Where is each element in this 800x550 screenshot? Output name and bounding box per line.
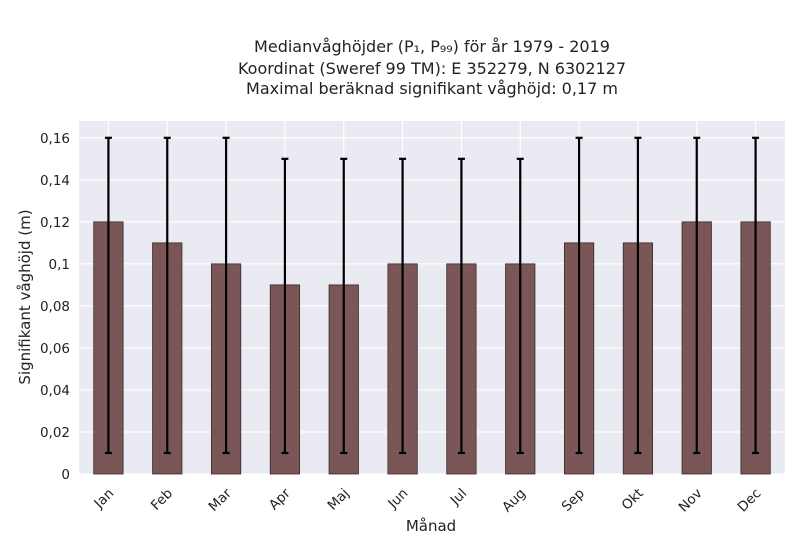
error-bars — [104, 136, 760, 455]
x-tick-label: Okt — [619, 486, 647, 514]
error-bar-jun — [399, 157, 407, 455]
x-tick-label: Apr — [266, 485, 294, 513]
error-bar-okt — [634, 136, 642, 455]
title-line-1: Medianvåghöjder (P₁, P₉₉) för år 1979 - … — [254, 37, 610, 56]
y-tick-label: 0,02 — [40, 425, 70, 441]
y-tick-label: 0,14 — [40, 173, 70, 189]
title-line-2: Koordinat (Sweref 99 TM): E 352279, N 63… — [238, 59, 626, 78]
y-tick-label: 0 — [61, 467, 70, 483]
x-tick-label: Aug — [499, 486, 529, 516]
error-bar-jul — [457, 157, 465, 455]
title-line-3: Maximal beräknad signifikant våghöjd: 0,… — [246, 79, 618, 98]
x-tick-label: Maj — [325, 486, 353, 514]
x-tick-label: Jul — [447, 486, 471, 510]
y-axis-label: Signifikant våghöjd (m) — [16, 209, 34, 384]
y-tick-label: 0,1 — [49, 257, 70, 273]
x-tick-label: Jan — [91, 486, 118, 513]
error-bar-jan — [104, 136, 112, 455]
x-axis-ticks: Jan Feb Mar Apr Maj Jun Jul Aug Sep Okt Nov Dec — [91, 485, 765, 515]
x-tick-label: Nov — [676, 486, 706, 516]
plot-area — [79, 121, 785, 474]
y-tick-label: 0,08 — [40, 299, 70, 315]
error-bar-apr — [281, 157, 289, 455]
y-tick-label: 0,06 — [40, 341, 70, 357]
y-tick-label: 0,16 — [40, 131, 70, 147]
error-bar-nov — [693, 136, 701, 455]
y-tick-label: 0,04 — [40, 383, 70, 399]
error-bar-feb — [163, 136, 171, 455]
error-bar-sep — [575, 136, 583, 455]
y-tick-label: 0,12 — [40, 215, 70, 231]
x-axis-label: Månad — [406, 517, 456, 535]
error-bar-maj — [340, 157, 348, 455]
error-bar-mar — [222, 136, 230, 455]
x-tick-label: Mar — [206, 485, 236, 515]
x-tick-label: Feb — [148, 486, 176, 514]
x-tick-label: Sep — [559, 486, 588, 515]
chart-title: Medianvåghöjder (P₁, P₉₉) för år 1979 - … — [238, 37, 626, 98]
error-bar-dec — [752, 136, 760, 455]
error-bar-aug — [516, 157, 524, 455]
x-tick-label: Jun — [384, 486, 411, 513]
y-axis-ticks: 0 0,02 0,04 0,06 0,08 0,1 0,12 0,14 0,16 — [40, 131, 70, 483]
x-tick-label: Dec — [735, 486, 765, 516]
